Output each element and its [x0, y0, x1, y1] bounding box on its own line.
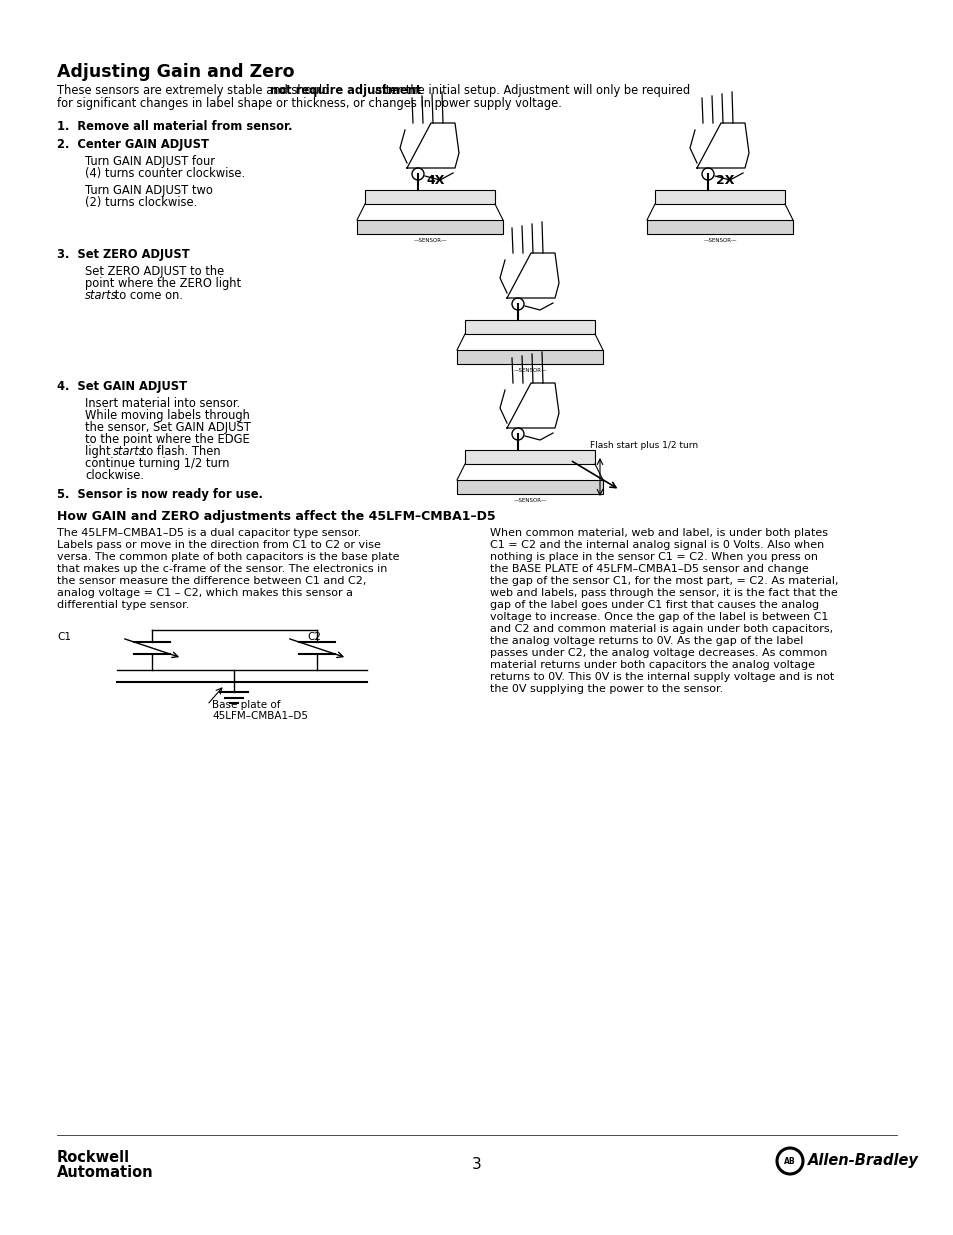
Text: —SENSOR—: —SENSOR— [513, 368, 546, 373]
Text: material returns under both capacitors the analog voltage: material returns under both capacitors t… [490, 659, 814, 671]
Text: not require adjustment: not require adjustment [270, 84, 420, 98]
Text: and C2 and common material is again under both capacitors,: and C2 and common material is again unde… [490, 624, 832, 634]
Text: returns to 0V. This 0V is the internal supply voltage and is not: returns to 0V. This 0V is the internal s… [490, 672, 833, 682]
Text: The 45LFM–CMBA1–D5 is a dual capacitor type sensor.: The 45LFM–CMBA1–D5 is a dual capacitor t… [57, 529, 361, 538]
Text: (4) turns counter clockwise.: (4) turns counter clockwise. [85, 167, 245, 180]
Text: the analog voltage returns to 0V. As the gap of the label: the analog voltage returns to 0V. As the… [490, 636, 802, 646]
Text: —SENSOR—: —SENSOR— [413, 238, 446, 243]
Text: C2: C2 [307, 632, 320, 642]
Circle shape [512, 429, 523, 440]
Text: to the point where the EDGE: to the point where the EDGE [85, 433, 250, 446]
Text: These sensors are extremely stable and should: These sensors are extremely stable and s… [57, 84, 333, 98]
Text: voltage to increase. Once the gap of the label is between C1: voltage to increase. Once the gap of the… [490, 613, 827, 622]
Text: C1 = C2 and the internal analog signal is 0 Volts. Also when: C1 = C2 and the internal analog signal i… [490, 540, 823, 550]
Text: for significant changes in label shape or thickness, or changes in power supply : for significant changes in label shape o… [57, 98, 561, 110]
Text: Insert material into sensor.: Insert material into sensor. [85, 396, 240, 410]
Text: continue turning 1/2 turn: continue turning 1/2 turn [85, 457, 230, 471]
Text: Turn GAIN ADJUST two: Turn GAIN ADJUST two [85, 184, 213, 198]
Text: web and labels, pass through the sensor, it is the fact that the: web and labels, pass through the sensor,… [490, 588, 837, 598]
Text: 4.  Set GAIN ADJUST: 4. Set GAIN ADJUST [57, 380, 187, 393]
Text: passes under C2, the analog voltage decreases. As common: passes under C2, the analog voltage decr… [490, 648, 826, 658]
Text: the gap of the sensor C1, for the most part, = C2. As material,: the gap of the sensor C1, for the most p… [490, 576, 838, 585]
Text: Turn GAIN ADJUST four: Turn GAIN ADJUST four [85, 156, 214, 168]
Text: 3: 3 [472, 1157, 481, 1172]
FancyBboxPatch shape [655, 190, 784, 204]
Circle shape [512, 298, 523, 310]
Text: 2X: 2X [716, 173, 734, 186]
Text: starts: starts [85, 289, 117, 303]
Text: AB: AB [783, 1156, 795, 1166]
Text: that makes up the c-frame of the sensor. The electronics in: that makes up the c-frame of the sensor.… [57, 564, 387, 574]
Text: —SENSOR—: —SENSOR— [513, 499, 546, 504]
Text: nothing is place in the sensor C1 = C2. When you press on: nothing is place in the sensor C1 = C2. … [490, 552, 817, 562]
FancyBboxPatch shape [464, 450, 595, 464]
Text: While moving labels through: While moving labels through [85, 409, 250, 422]
Text: 5.  Sensor is now ready for use.: 5. Sensor is now ready for use. [57, 488, 263, 501]
Text: Labels pass or move in the direction from C1 to C2 or vise: Labels pass or move in the direction fro… [57, 540, 380, 550]
Text: Adjusting Gain and Zero: Adjusting Gain and Zero [57, 63, 294, 82]
Text: When common material, web and label, is under both plates: When common material, web and label, is … [490, 529, 827, 538]
Text: point where the ZERO light: point where the ZERO light [85, 277, 241, 290]
Text: to come on.: to come on. [111, 289, 182, 303]
Text: gap of the label goes under C1 first that causes the analog: gap of the label goes under C1 first tha… [490, 600, 819, 610]
Text: Allen-Bradley: Allen-Bradley [807, 1153, 918, 1168]
FancyBboxPatch shape [356, 220, 502, 233]
Text: How GAIN and ZERO adjustments affect the 45LFM–CMBA1–D5: How GAIN and ZERO adjustments affect the… [57, 510, 496, 522]
Text: the BASE PLATE of 45LFM–CMBA1–D5 sensor and change: the BASE PLATE of 45LFM–CMBA1–D5 sensor … [490, 564, 808, 574]
FancyBboxPatch shape [456, 480, 602, 494]
Text: —SENSOR—: —SENSOR— [702, 238, 736, 243]
Text: versa. The common plate of both capacitors is the base plate: versa. The common plate of both capacito… [57, 552, 399, 562]
FancyBboxPatch shape [464, 320, 595, 333]
Text: C1: C1 [57, 632, 71, 642]
Text: Base plate of: Base plate of [212, 700, 280, 710]
Text: Rockwell: Rockwell [57, 1150, 130, 1165]
Text: Flash start plus 1/2 turn: Flash start plus 1/2 turn [589, 441, 698, 450]
Text: after the initial setup. Adjustment will only be required: after the initial setup. Adjustment will… [371, 84, 690, 98]
Text: Automation: Automation [57, 1165, 153, 1179]
Text: starts: starts [112, 445, 145, 458]
Circle shape [701, 168, 713, 180]
Text: 4X: 4X [426, 173, 444, 186]
Text: the sensor, Set GAIN ADJUST: the sensor, Set GAIN ADJUST [85, 421, 251, 433]
Circle shape [776, 1149, 802, 1174]
Text: clockwise.: clockwise. [85, 469, 144, 482]
Text: 2.  Center GAIN ADJUST: 2. Center GAIN ADJUST [57, 138, 209, 151]
FancyBboxPatch shape [365, 190, 495, 204]
Text: 45LFM–CMBA1–D5: 45LFM–CMBA1–D5 [212, 711, 308, 721]
Circle shape [412, 168, 423, 180]
Text: to flash. Then: to flash. Then [137, 445, 220, 458]
Text: analog voltage = C1 – C2, which makes this sensor a: analog voltage = C1 – C2, which makes th… [57, 588, 353, 598]
Text: light: light [85, 445, 114, 458]
Text: (2) turns clockwise.: (2) turns clockwise. [85, 196, 197, 209]
Text: 1.  Remove all material from sensor.: 1. Remove all material from sensor. [57, 120, 293, 133]
FancyBboxPatch shape [456, 350, 602, 364]
Text: 3.  Set ZERO ADJUST: 3. Set ZERO ADJUST [57, 248, 190, 261]
Text: the sensor measure the difference between C1 and C2,: the sensor measure the difference betwee… [57, 576, 366, 585]
Text: the 0V supplying the power to the sensor.: the 0V supplying the power to the sensor… [490, 684, 722, 694]
Text: Set ZERO ADJUST to the: Set ZERO ADJUST to the [85, 266, 224, 278]
FancyBboxPatch shape [646, 220, 792, 233]
Text: differential type sensor.: differential type sensor. [57, 600, 190, 610]
